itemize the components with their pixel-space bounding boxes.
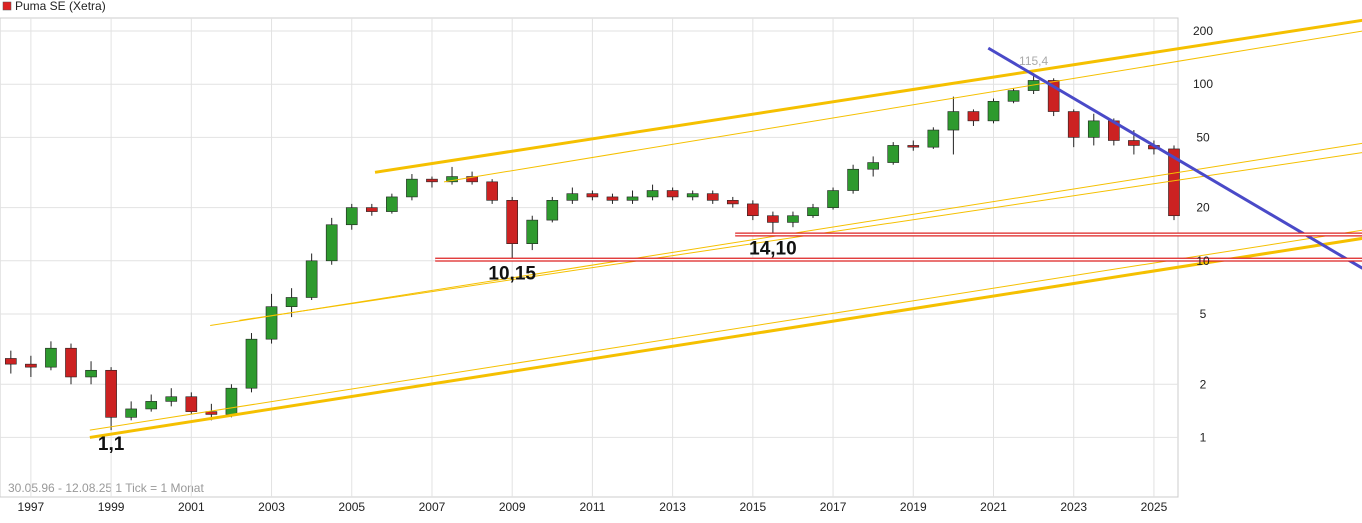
candle-body [827,190,839,208]
trend-line [443,30,1362,183]
candle-body [626,196,639,201]
candle-body [586,193,599,198]
candle-body [1007,90,1020,102]
annotation: 1,1 [98,434,125,455]
y-tick-label: 1 [1200,430,1207,444]
x-tick-label: 2013 [659,500,686,514]
candle-body [466,176,478,183]
candle-body [265,306,278,340]
annotation: 115,4 [1019,54,1048,68]
x-tick-label: 2021 [980,500,1007,514]
x-tick-label: 2001 [178,500,205,514]
candle-body [125,408,137,418]
candle-body [305,260,318,298]
y-tick-label: 20 [1196,201,1210,215]
candle-body [1168,148,1180,217]
x-tick-label: 1999 [98,500,125,514]
x-tick-label: 2019 [900,500,927,514]
candle-body [45,347,57,368]
x-tick-label: 2011 [580,500,606,514]
y-tick-label: 5 [1200,307,1207,321]
candle-body [1067,111,1080,138]
candle-body [987,101,1000,122]
candle-body [887,145,900,163]
candle-body [85,369,97,378]
candle-body [706,193,719,201]
candle-body [406,178,418,198]
candle-body [105,369,117,418]
x-tick-label: 1997 [18,500,45,514]
candle-body [807,207,819,217]
candle-body [205,411,218,415]
candle-body [747,203,759,217]
candle-body [606,196,619,201]
candle-body [907,145,920,148]
candle-body [787,215,799,223]
candle-body [686,193,699,198]
candle-body [1128,140,1140,146]
x-tick-label: 2007 [419,500,446,514]
candle-body [646,190,659,198]
y-tick-label: 100 [1193,77,1213,91]
candle-body [967,111,980,122]
candle-body [285,297,298,307]
x-tick-label: 2009 [499,500,526,514]
legend-swatch [2,1,12,11]
candle-body [345,207,358,226]
candle-body [947,111,960,131]
y-tick-label: 2 [1200,377,1207,391]
x-tick-label: 2015 [739,500,766,514]
chart-title: Puma SE (Xetra) [15,0,106,13]
candle-body [666,190,679,198]
candle-body [546,200,559,221]
x-tick-label: 2003 [258,500,285,514]
candle-body [526,219,539,244]
candle-body [927,129,940,148]
candle-body [365,207,378,212]
candle-body [426,178,438,183]
candle-body [486,181,498,201]
candle-body [245,338,258,389]
candle-body [25,363,37,368]
candle-body [867,162,879,170]
candle-body [145,401,158,410]
candle-body [566,193,579,201]
candle-body [726,200,739,205]
trend-line [987,46,1362,270]
candle-body [5,358,17,365]
y-tick-label: 200 [1193,24,1213,38]
candle-body [65,347,77,378]
trend-line [374,18,1362,174]
candle-body [165,396,178,402]
plot-area [0,17,1179,498]
trend-line [89,236,1362,439]
y-tick-label: 50 [1196,130,1210,144]
y-tick-label: 10 [1196,254,1210,268]
x-tick-label: 2025 [1141,500,1168,514]
candle-body [847,168,859,191]
annotation: 10,15 [488,264,536,285]
candle-body [1087,120,1100,138]
x-tick-label: 2005 [338,500,365,514]
candle-body [386,196,398,212]
annotation: 14,10 [749,238,797,259]
candle-body [1047,80,1060,112]
x-tick-label: 2023 [1060,500,1087,514]
trend-line [239,152,1362,321]
candle-body [185,396,198,412]
candle-body [506,200,519,244]
trend-line [89,229,1362,431]
candle-body [325,224,338,262]
x-tick-label: 2017 [820,500,847,514]
candle-body [767,215,779,223]
candle-body [225,387,238,415]
footnote: 30.05.96 - 12.08.25 1 Tick = 1 Monat [8,481,204,495]
